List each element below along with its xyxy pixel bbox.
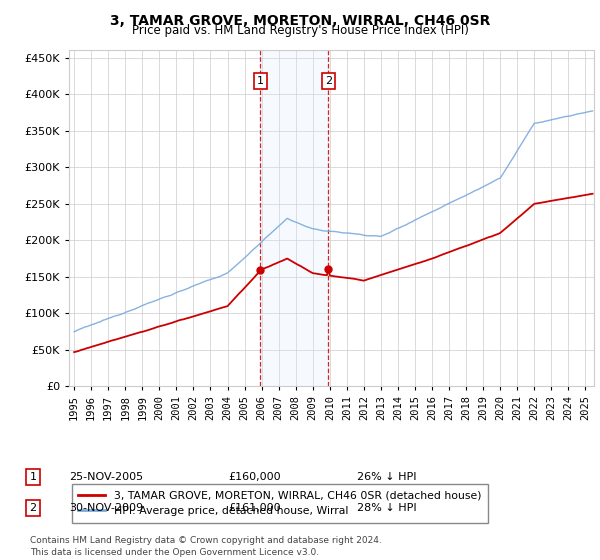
Text: £161,000: £161,000 [228, 503, 281, 513]
Text: 2: 2 [325, 76, 332, 86]
Text: 3, TAMAR GROVE, MORETON, WIRRAL, CH46 0SR: 3, TAMAR GROVE, MORETON, WIRRAL, CH46 0S… [110, 14, 490, 28]
Text: 2: 2 [29, 503, 37, 513]
Text: 30-NOV-2009: 30-NOV-2009 [69, 503, 143, 513]
Text: 1: 1 [257, 76, 264, 86]
Legend: 3, TAMAR GROVE, MORETON, WIRRAL, CH46 0SR (detached house), HPI: Average price, : 3, TAMAR GROVE, MORETON, WIRRAL, CH46 0S… [72, 484, 488, 522]
Text: 28% ↓ HPI: 28% ↓ HPI [357, 503, 416, 513]
Text: Contains HM Land Registry data © Crown copyright and database right 2024.
This d: Contains HM Land Registry data © Crown c… [30, 536, 382, 557]
Text: Price paid vs. HM Land Registry's House Price Index (HPI): Price paid vs. HM Land Registry's House … [131, 24, 469, 37]
Text: 25-NOV-2005: 25-NOV-2005 [69, 472, 143, 482]
Text: £160,000: £160,000 [228, 472, 281, 482]
Bar [260, 50, 328, 386]
Text: 1: 1 [29, 472, 37, 482]
Text: 26% ↓ HPI: 26% ↓ HPI [357, 472, 416, 482]
